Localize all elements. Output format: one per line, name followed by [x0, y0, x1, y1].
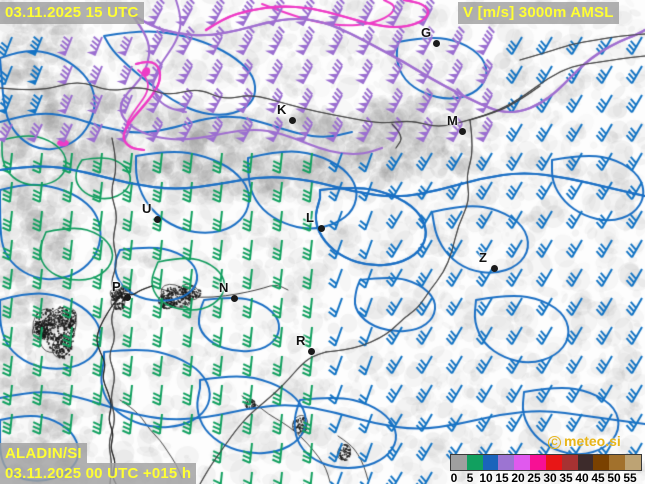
color-swatch: [561, 455, 578, 470]
color-swatch: [625, 455, 641, 470]
city-label: M: [447, 113, 458, 128]
color-swatch: [514, 455, 531, 470]
city-dot-icon: [154, 216, 161, 223]
color-swatch: [482, 455, 499, 470]
city-label: Z: [479, 250, 487, 265]
color-swatch: [577, 455, 594, 470]
color-swatch: [609, 455, 626, 470]
color-swatch: [451, 455, 467, 470]
watermark-text: meteo.si: [564, 433, 621, 449]
city-label: N: [219, 280, 229, 295]
color-scale-tick-label: 5: [466, 471, 474, 484]
color-scale-tick-label: 0: [450, 471, 458, 484]
city-label: U: [142, 201, 152, 216]
color-swatch: [530, 455, 546, 470]
color-scale-swatches: [450, 454, 642, 471]
city-label: R: [296, 333, 306, 348]
city-dot-icon: [308, 348, 315, 355]
color-scale-legend: 0 5 10 15 20 25 30 35 40 45 50 55: [450, 454, 642, 484]
color-scale-tick-label: 30: [543, 471, 557, 484]
color-scale-tick-label: 25: [527, 471, 541, 484]
color-swatch: [466, 455, 483, 470]
color-scale-tick-label: 50: [607, 471, 621, 484]
color-scale-tick-label: 10: [479, 471, 493, 484]
city-label: G: [421, 25, 432, 40]
model-name-label: ALADIN/SI: [0, 443, 87, 463]
city-label: P: [112, 279, 121, 294]
color-swatch: [498, 455, 515, 470]
color-scale-tick-label: 45: [591, 471, 605, 484]
city-dot-icon: [124, 294, 131, 301]
city-dot-icon: [491, 265, 498, 272]
copyright-icon: C: [548, 436, 561, 449]
valid-time-label: 03.11.2025 15 UTC: [0, 2, 144, 24]
city-dot-icon: [231, 295, 238, 302]
color-scale-ticks: 0 5 10 15 20 25 30 35 40 45 50 55: [450, 471, 642, 484]
color-scale-tick-label: 40: [575, 471, 589, 484]
color-swatch: [593, 455, 610, 470]
city-dot-icon: [318, 225, 325, 232]
color-scale-tick-label: 15: [495, 471, 509, 484]
city-dot-icon: [459, 128, 466, 135]
color-scale-tick-label: 55: [623, 471, 637, 484]
city-label: L: [306, 210, 314, 225]
color-swatch: [545, 455, 562, 470]
city-dot-icon: [433, 40, 440, 47]
variable-level-label: V [m/s] 3000m AMSL: [458, 2, 619, 24]
color-scale-tick-label: 35: [559, 471, 573, 484]
city-label: K: [277, 102, 287, 117]
color-scale-tick-label: 20: [511, 471, 525, 484]
city-dot-icon: [289, 117, 296, 124]
model-run-label: 03.11.2025 00 UTC +015 h: [0, 463, 197, 484]
